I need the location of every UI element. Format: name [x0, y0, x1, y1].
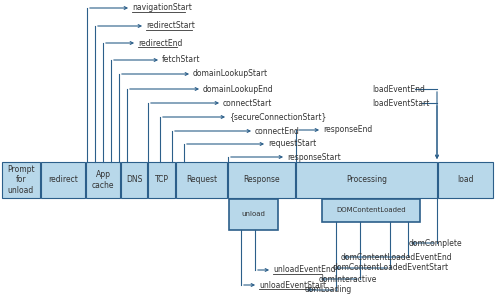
Text: Processing: Processing	[346, 175, 387, 185]
Bar	[121, 162, 147, 198]
Text: navigationStart: navigationStart	[132, 4, 192, 12]
Text: domInteractive: domInteractive	[319, 275, 378, 284]
Text: unloadEventStart: unloadEventStart	[259, 281, 326, 289]
Text: connectStart: connectStart	[223, 98, 272, 108]
Text: loadEventStart: loadEventStart	[372, 98, 430, 108]
Text: domLoading: domLoading	[305, 285, 352, 295]
Text: loadEventEnd: loadEventEnd	[372, 85, 425, 94]
Text: Response: Response	[243, 175, 280, 185]
Text: domContentLoadedEventEnd: domContentLoadedEventEnd	[341, 253, 452, 261]
Bar	[322, 199, 420, 222]
Text: responseStart: responseStart	[287, 153, 341, 161]
Bar	[2, 162, 40, 198]
Text: DOMContentLoaded: DOMContentLoaded	[336, 208, 406, 213]
Bar	[438, 162, 493, 198]
Text: requestStart: requestStart	[268, 140, 316, 148]
Text: App
cache: App cache	[92, 170, 114, 190]
Text: connectEnd: connectEnd	[255, 126, 300, 136]
Text: DNS: DNS	[126, 175, 142, 185]
Text: responseEnd: responseEnd	[323, 126, 372, 134]
Text: redirectStart: redirectStart	[146, 22, 195, 30]
Bar	[296, 162, 437, 198]
Text: redirect: redirect	[48, 175, 78, 185]
Text: Request: Request	[186, 175, 217, 185]
Text: load: load	[457, 175, 474, 185]
Text: unload: unload	[242, 212, 266, 217]
Bar	[228, 162, 295, 198]
Text: fetchStart: fetchStart	[162, 56, 200, 64]
Text: domComplete: domComplete	[409, 239, 463, 247]
Bar	[148, 162, 175, 198]
Bar	[86, 162, 120, 198]
Bar	[41, 162, 85, 198]
Text: {secureConnectionStart}: {secureConnectionStart}	[229, 112, 326, 122]
Text: domainLookupEnd: domainLookupEnd	[203, 85, 274, 94]
Bar	[229, 199, 278, 230]
Text: unloadEventEnd: unloadEventEnd	[273, 265, 336, 275]
Text: Prompt
for
unload: Prompt for unload	[7, 165, 35, 195]
Bar	[176, 162, 227, 198]
Text: domainLookupStart: domainLookupStart	[193, 70, 268, 78]
Text: domContentLoadedEventStart: domContentLoadedEventStart	[333, 264, 449, 272]
Text: TCP: TCP	[154, 175, 168, 185]
Text: redirectEnd: redirectEnd	[138, 39, 182, 47]
